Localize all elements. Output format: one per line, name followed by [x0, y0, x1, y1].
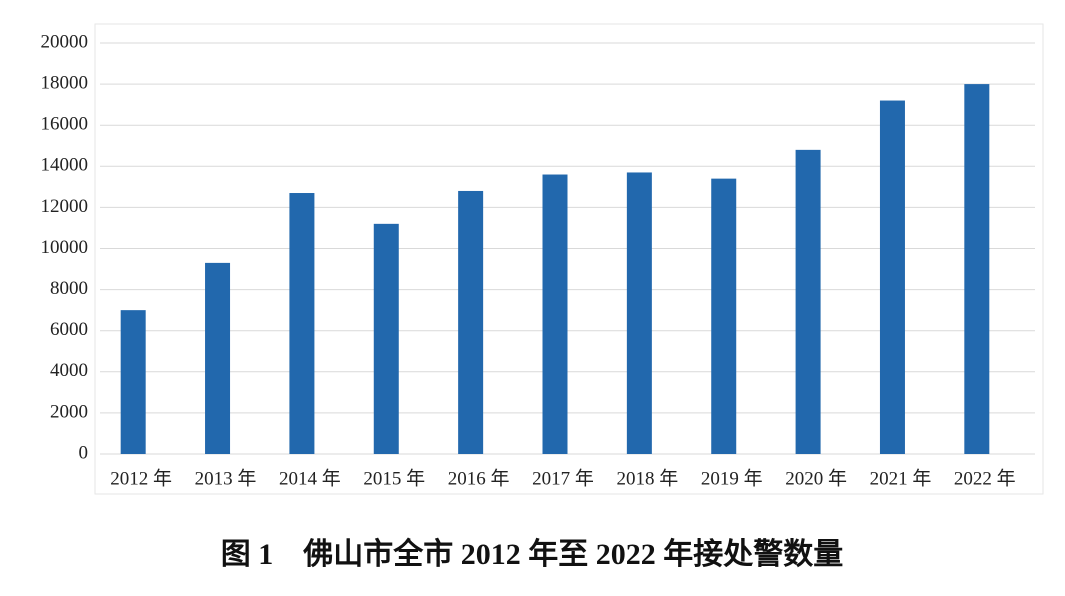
- y-tick-label: 8000: [50, 278, 88, 299]
- y-tick-label: 10000: [41, 237, 89, 258]
- bar: [205, 262, 231, 454]
- bar: [458, 190, 484, 454]
- x-tick-label: 2022 年: [954, 467, 1016, 489]
- x-tick-label: 2016 年: [448, 467, 510, 489]
- bar: [711, 178, 737, 454]
- bar: [373, 223, 399, 454]
- x-tick-label: 2015 年: [363, 467, 425, 489]
- bar: [795, 149, 821, 455]
- y-tick-label: 16000: [41, 114, 89, 135]
- x-tick-label: 2021 年: [870, 467, 932, 489]
- chart-title: 图 1 佛山市全市 2012 年至 2022 年接处警数量: [221, 537, 844, 571]
- x-tick-label: 2017 年: [532, 467, 594, 489]
- x-tick-label: 2020 年: [785, 467, 847, 489]
- y-tick-label: 2000: [50, 401, 88, 422]
- y-tick-label: 14000: [41, 155, 89, 176]
- y-tick-label: 0: [79, 442, 89, 463]
- y-tick-label: 4000: [50, 360, 88, 381]
- x-tick-label: 2013 年: [195, 467, 257, 489]
- bar: [542, 174, 568, 454]
- bar: [626, 172, 652, 454]
- x-tick-label: 2019 年: [701, 467, 763, 489]
- y-tick-label: 6000: [50, 319, 88, 340]
- x-tick-label: 2018 年: [616, 467, 678, 489]
- bar: [120, 310, 146, 454]
- bar: [879, 100, 905, 454]
- bar: [289, 193, 315, 454]
- y-tick-label: 12000: [41, 196, 89, 217]
- y-tick-label: 18000: [41, 72, 89, 93]
- x-tick-label: 2012 年: [110, 467, 172, 489]
- y-tick-label: 20000: [41, 31, 89, 52]
- bar: [964, 84, 990, 454]
- x-tick-label: 2014 年: [279, 467, 341, 489]
